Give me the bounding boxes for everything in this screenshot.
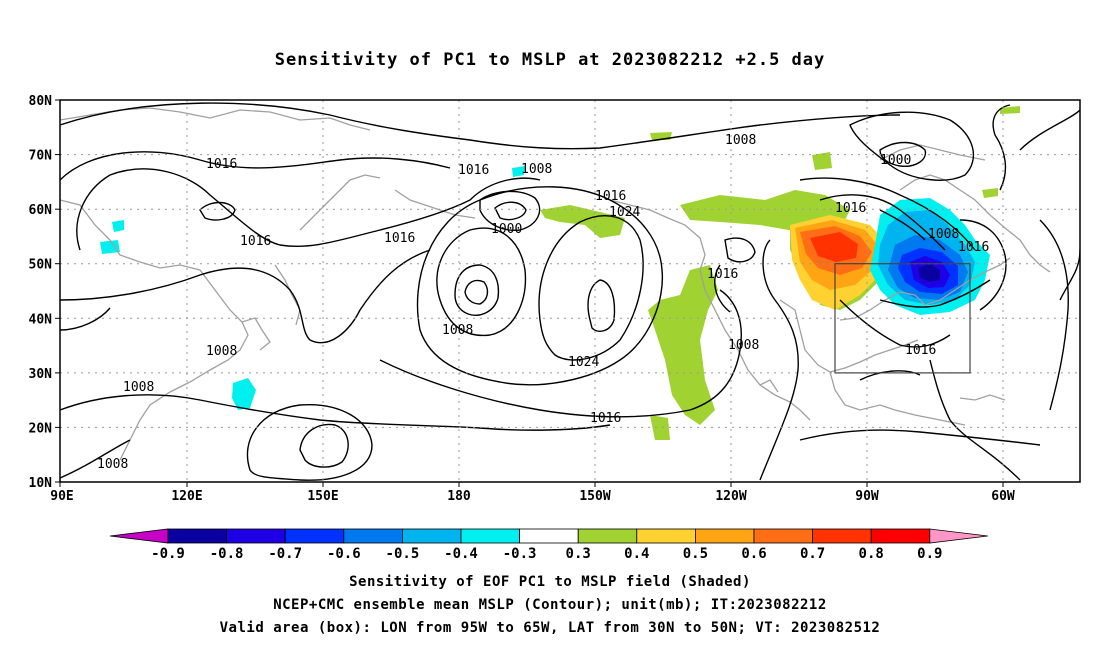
colorbar-label: 0.4 [624, 546, 649, 562]
map-title: Sensitivity of PC1 to MSLP at 2023082212… [274, 50, 826, 70]
isobar-label: 1016 [595, 189, 626, 204]
isobar-label: 1008 [728, 338, 759, 353]
colorbar-swatch [343, 528, 403, 544]
colorbar-label: -0.3 [503, 546, 537, 562]
isobar-label: 1008 [123, 380, 154, 395]
lat-label: 10N [29, 476, 53, 491]
isobar-label: 1000 [880, 153, 911, 168]
colorbar-swatch [226, 528, 286, 544]
isobar-label: 1016 [658, 489, 689, 504]
isobar-label: 1000 [491, 222, 522, 237]
colorbar-label: 0.8 [859, 546, 884, 562]
colorbar-swatch [812, 528, 872, 544]
colorbar-label: 0.5 [683, 546, 708, 562]
colorbar-swatch [753, 528, 813, 544]
isobar-label: 1016 [458, 163, 489, 178]
colorbar-swatch [167, 528, 227, 544]
lon-label: 90E [50, 489, 73, 504]
lat-label: 20N [29, 421, 53, 436]
lon-label: 120E [171, 489, 202, 504]
graticule [60, 100, 1080, 482]
isobar-label: 1016 [835, 201, 866, 216]
shade-cyan-west-1 [112, 220, 124, 232]
colorbar-swatch [519, 528, 579, 544]
colorbar-swatch [460, 528, 520, 544]
isobar-labels: 1016 1016 1008 1008 1016 1016 1016 1000 … [97, 133, 989, 504]
colorbar-label: -0.8 [210, 546, 244, 562]
colorbar-label: 0.7 [800, 546, 825, 562]
shade-green-arctic-2 [812, 152, 832, 170]
isobar-label: 1008 [928, 227, 959, 242]
colorbar-label: -0.9 [151, 546, 185, 562]
colorbar-label: -0.4 [444, 546, 478, 562]
isobar-label: 1008 [521, 162, 552, 177]
lon-label: 90W [855, 489, 879, 504]
latitude-labels: 80N 70N 60N 50N 40N 30N 20N 10N [29, 94, 53, 491]
colorbar-label: -0.6 [327, 546, 361, 562]
isobar-label: 1016 [384, 231, 415, 246]
longitude-labels: 90E 120E 150E 180 150W 120W 90W 60W [50, 489, 1015, 504]
caption-valid-area: Valid area (box): LON from 95W to 65W, L… [219, 620, 881, 636]
isobar-label: 1016 [240, 234, 271, 249]
colorbar-swatch [577, 528, 638, 544]
isobar-label: 1016 [707, 267, 738, 282]
isobar-label: 1008 [442, 323, 473, 338]
lon-label: 60W [991, 489, 1015, 504]
lat-label: 30N [29, 367, 53, 382]
colorbar-under-arrow [109, 528, 169, 544]
sensitivity-shading [100, 106, 1020, 440]
isobar-label: 1008 [97, 457, 128, 472]
isobar-label: 1008 [206, 344, 237, 359]
mslp-contours [60, 102, 1080, 481]
colorbar: -0.9 -0.8 -0.7 -0.6 -0.5 -0.4 -0.3 0.3 0.4 0.5 0.6… [109, 528, 988, 562]
colorbar-swatch [401, 528, 462, 544]
shade-green-pacific-patch [650, 415, 670, 440]
axis-ticks [55, 99, 1004, 487]
shade-cyan-pacific [512, 166, 525, 177]
shade-navy-min [918, 264, 940, 282]
lat-label: 70N [29, 149, 53, 164]
colorbar-swatch [870, 528, 931, 544]
colorbar-label: 0.3 [566, 546, 591, 562]
colorbar-swatch [636, 528, 696, 544]
isobar-label: 1016 [905, 343, 936, 358]
shade-red-max [810, 232, 858, 262]
shade-green-arctic-3 [1000, 106, 1020, 114]
isobar-label: 1024 [568, 355, 599, 370]
colorbar-label: 0.6 [741, 546, 766, 562]
caption-shading: Sensitivity of EOF PC1 to MSLP field (Sh… [349, 574, 751, 590]
isobar-label: 1008 [725, 133, 756, 148]
lat-label: 50N [29, 258, 53, 273]
lat-label: 80N [29, 94, 53, 109]
isobar-label: 1016 [206, 157, 237, 172]
valid-area-box [834, 263, 971, 374]
colorbar-label: -0.7 [268, 546, 302, 562]
colorbar-label: 0.9 [917, 546, 942, 562]
isobar-label: 1016 [590, 411, 621, 426]
shade-cyan-philippines [232, 378, 256, 410]
lon-label: 180 [447, 489, 471, 504]
shade-cyan-west-2 [100, 240, 120, 254]
lon-label: 150W [579, 489, 610, 504]
shade-green-west-coast [648, 265, 718, 425]
lat-label: 60N [29, 203, 53, 218]
lon-label: 120W [715, 489, 746, 504]
colorbar-label: -0.5 [386, 546, 420, 562]
isobar-label: 1024 [609, 205, 640, 220]
isobar-label: 1016 [958, 240, 989, 255]
lon-label: 150E [307, 489, 338, 504]
colorbar-swatch [284, 528, 345, 544]
map-frame [59, 99, 1081, 483]
caption-contour: NCEP+CMC ensemble mean MSLP (Contour); u… [273, 597, 827, 613]
colorbar-over-arrow [929, 528, 988, 544]
lat-label: 40N [29, 312, 53, 327]
shade-green-labrador [982, 188, 998, 198]
colorbar-swatch [695, 528, 755, 544]
